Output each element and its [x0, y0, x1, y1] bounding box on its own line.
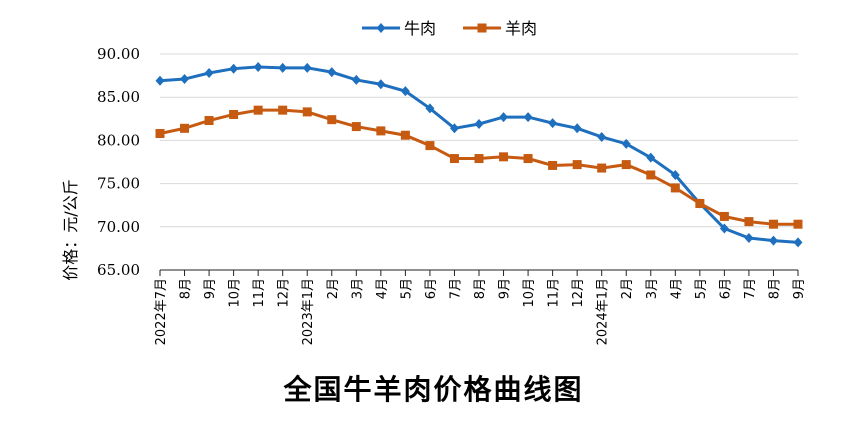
- data-point-beef: [253, 61, 263, 72]
- x-tick-label: 2024年1月: [596, 278, 611, 345]
- data-point-mutton: [597, 163, 607, 173]
- data-point-beef: [499, 112, 509, 123]
- data-point-mutton: [768, 219, 778, 229]
- data-point-mutton: [572, 160, 582, 170]
- x-tick-label: 2023年1月: [301, 278, 316, 345]
- data-point-beef: [376, 79, 386, 90]
- data-point-mutton: [646, 170, 656, 180]
- data-point-mutton: [793, 219, 803, 229]
- legend-label-1: 牛肉: [404, 19, 436, 38]
- legend-label-2: 羊肉: [505, 19, 537, 38]
- data-point-mutton: [523, 154, 533, 164]
- x-tick-label: 10月: [522, 278, 537, 308]
- data-point-mutton: [376, 126, 386, 136]
- data-point-beef: [768, 235, 778, 246]
- data-point-mutton: [180, 123, 190, 133]
- x-tick-label: 5月: [399, 278, 414, 299]
- data-point-beef: [229, 63, 239, 74]
- data-point-mutton: [744, 217, 754, 227]
- data-point-mutton: [548, 160, 558, 170]
- y-axis-label: 价格：元/公斤: [61, 179, 80, 280]
- x-tick-label: 10月: [228, 278, 243, 308]
- data-point-beef: [449, 123, 459, 134]
- data-point-mutton: [670, 183, 680, 193]
- data-point-mutton: [253, 105, 263, 115]
- data-point-mutton: [278, 105, 288, 115]
- x-tick-label: 7月: [448, 278, 463, 299]
- data-point-beef: [302, 62, 312, 73]
- data-point-mutton: [719, 211, 729, 221]
- data-point-mutton: [302, 107, 312, 117]
- data-point-beef: [719, 223, 729, 234]
- x-tick-label: 2月: [326, 278, 341, 299]
- x-tick-label: 11月: [547, 278, 562, 308]
- legend-marker-beef: [376, 23, 386, 33]
- data-point-beef: [597, 131, 607, 142]
- data-point-beef: [621, 138, 631, 149]
- data-point-beef: [400, 86, 410, 97]
- x-tick-label: 8月: [179, 278, 194, 299]
- data-point-beef: [646, 152, 656, 163]
- x-tick-label: 3月: [350, 278, 365, 299]
- x-tick-label: 4月: [375, 278, 390, 299]
- y-tick-label: 70.00: [97, 218, 140, 236]
- x-tick-label: 3月: [645, 278, 660, 299]
- data-point-mutton: [204, 116, 214, 126]
- data-point-mutton: [351, 122, 361, 132]
- data-point-beef: [572, 123, 582, 134]
- y-tick-label: 85.00: [97, 88, 140, 106]
- data-point-mutton: [449, 154, 459, 164]
- data-point-beef: [744, 233, 754, 244]
- data-point-beef: [793, 237, 803, 248]
- x-tick-label: 12月: [571, 278, 586, 308]
- data-point-mutton: [155, 128, 165, 138]
- data-point-mutton: [474, 154, 484, 164]
- chart-title: 全国牛羊肉价格曲线图: [283, 373, 584, 406]
- data-point-beef: [180, 74, 190, 85]
- x-tick-label: 9月: [792, 278, 807, 299]
- x-tick-label: 9月: [498, 278, 513, 299]
- x-tick-label: 2月: [620, 278, 635, 299]
- data-point-mutton: [229, 109, 239, 119]
- x-tick-label: 5月: [694, 278, 709, 299]
- data-point-beef: [327, 67, 337, 78]
- x-tick-label: 12月: [277, 278, 292, 308]
- data-point-beef: [474, 118, 484, 129]
- x-tick-label: 4月: [669, 278, 684, 299]
- data-point-beef: [548, 118, 558, 129]
- data-point-mutton: [425, 141, 435, 151]
- x-tick-label: 6月: [424, 278, 439, 299]
- y-tick-label: 65.00: [97, 261, 140, 279]
- data-point-beef: [523, 112, 533, 123]
- data-point-mutton: [499, 152, 509, 162]
- data-point-beef: [204, 68, 214, 79]
- y-tick-label: 90.00: [97, 45, 140, 63]
- x-tick-label: 8月: [767, 278, 782, 299]
- data-point-beef: [670, 169, 680, 180]
- x-tick-label: 8月: [473, 278, 488, 299]
- data-point-beef: [351, 74, 361, 85]
- y-tick-label: 75.00: [97, 175, 140, 193]
- legend-marker-mutton: [477, 23, 487, 33]
- x-tick-label: 2022年7月: [154, 278, 169, 345]
- x-tick-label: 6月: [718, 278, 733, 299]
- data-point-mutton: [327, 115, 337, 125]
- y-tick-label: 80.00: [97, 131, 140, 149]
- data-point-beef: [278, 62, 288, 73]
- data-point-beef: [155, 75, 165, 86]
- data-point-mutton: [621, 160, 631, 170]
- x-tick-label: 11月: [252, 278, 267, 308]
- data-point-mutton: [695, 198, 705, 208]
- x-tick-label: 9月: [203, 278, 218, 299]
- data-point-beef: [425, 103, 435, 114]
- x-tick-label: 7月: [743, 278, 758, 299]
- data-point-mutton: [400, 130, 410, 140]
